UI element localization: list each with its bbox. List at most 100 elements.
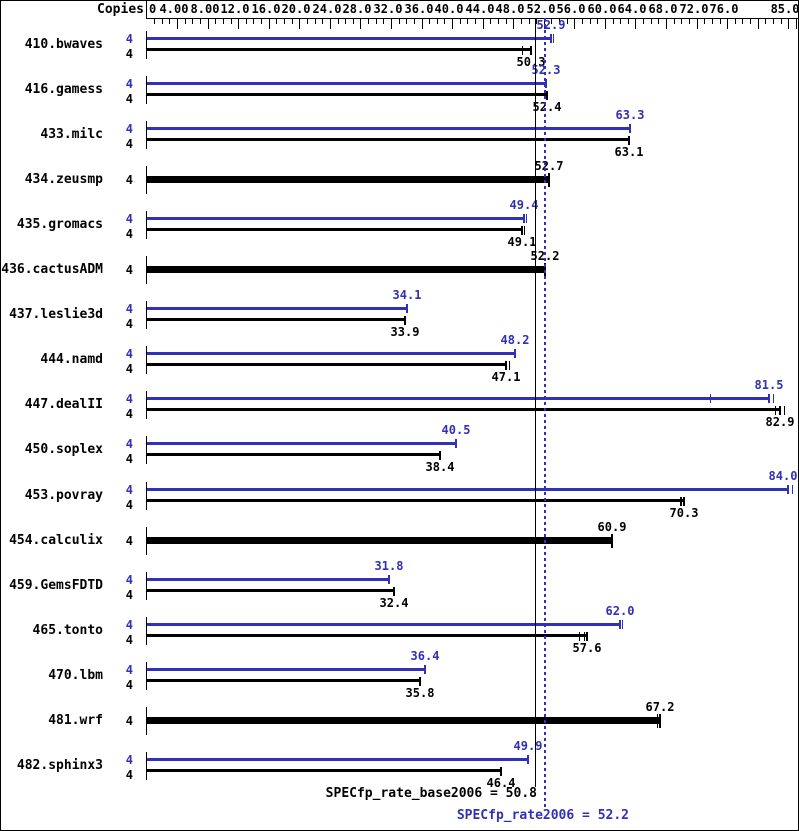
axis-tick [322, 19, 323, 24]
axis-tick [307, 19, 308, 24]
axis-tick [452, 19, 453, 29]
axis-tick [292, 19, 293, 24]
run-tick [527, 755, 529, 764]
run-tick [628, 136, 630, 145]
base-value-label: 67.2 [645, 700, 675, 714]
axis-tick [475, 19, 476, 24]
peak-value-label: 81.5 [754, 378, 784, 392]
copies-value: 4 [125, 32, 133, 46]
axis-tick [444, 19, 445, 24]
axis-tick [559, 19, 560, 24]
axis-tick [414, 19, 415, 24]
base-value-label: 82.9 [765, 415, 795, 429]
run-tick [586, 632, 588, 641]
axis-tick-label: 40.0 [434, 2, 464, 16]
run-tick [683, 497, 685, 506]
peak-bar [147, 758, 528, 761]
axis-tick-label: 48.0 [495, 2, 525, 16]
benchmark-label: 450.soplex [24, 442, 103, 457]
axis-tick [597, 19, 598, 24]
axis-tick [330, 19, 331, 29]
run-tick [439, 451, 441, 460]
row-axis-segment [146, 752, 147, 780]
peak-bar [147, 397, 769, 400]
base-value-label: 35.8 [405, 686, 435, 700]
axis-tick-label: 36.0 [404, 2, 434, 16]
axis-tick [208, 19, 209, 29]
axis-tick [200, 19, 201, 24]
axis-tick-label: 60.0 [587, 2, 617, 16]
axis-tick [269, 19, 270, 29]
copies-value: 4 [125, 573, 133, 587]
peak-value-label: 52.9 [536, 18, 566, 32]
base-bar [147, 769, 501, 772]
peak-value-label: 63.3 [615, 108, 645, 122]
base-value-label: 52.7 [534, 159, 564, 173]
axis-tick [406, 19, 407, 24]
run-tick [629, 124, 631, 133]
benchmark-label: 437.leslie3d [9, 307, 103, 322]
benchmark-label: 454.calculix [9, 533, 103, 548]
axis-tick [253, 19, 254, 24]
base-peak-bar [147, 537, 612, 544]
copies-column-header: Copies [97, 2, 144, 17]
run-tick [509, 361, 510, 370]
peak-value-label: 49.9 [513, 739, 543, 753]
axis-tick-label: 72.0 [679, 2, 709, 16]
axis-baseline [146, 18, 798, 19]
base-bar [147, 679, 420, 682]
row-axis-segment [146, 256, 147, 284]
peak-value-label: 40.5 [441, 423, 471, 437]
axis-tick [169, 19, 170, 24]
row-axis-segment [146, 121, 147, 149]
copies-value: 4 [125, 47, 133, 61]
copies-value: 4 [125, 768, 133, 782]
run-tick [773, 394, 774, 403]
run-tick [584, 632, 585, 641]
copies-value: 4 [125, 227, 133, 241]
axis-tick [681, 19, 682, 24]
run-tick [393, 587, 395, 596]
peak-bar [147, 668, 425, 671]
row-axis-segment [146, 301, 147, 329]
base-value-label: 52.4 [532, 100, 562, 114]
axis-tick [712, 19, 713, 24]
row-axis-segment [146, 391, 147, 419]
axis-tick [467, 19, 468, 24]
copies-value: 4 [125, 437, 133, 451]
axis-tick [529, 19, 530, 24]
peak-value-label: 36.4 [410, 649, 440, 663]
axis-tick [315, 19, 316, 24]
axis-tick [154, 19, 155, 24]
run-tick [792, 485, 793, 494]
copies-value: 4 [125, 678, 133, 692]
axis-tick-label: 56.0 [556, 2, 586, 16]
run-tick [550, 34, 552, 43]
base-value-label: 38.4 [425, 460, 455, 474]
base-bar [147, 138, 629, 141]
peak-bar [147, 352, 515, 355]
axis-tick [162, 19, 163, 24]
base-value-label: 63.1 [614, 145, 644, 159]
axis-tick [177, 19, 178, 29]
axis-tick [483, 19, 484, 29]
axis-tick [758, 19, 759, 29]
axis-tick [391, 19, 392, 29]
axis-tick-label: 4.00 [159, 2, 189, 16]
run-tick [710, 394, 711, 403]
axis-tick [506, 19, 507, 24]
axis-tick [697, 19, 698, 29]
peak-bar [147, 578, 389, 581]
run-tick [681, 497, 682, 506]
copies-value: 4 [125, 77, 133, 91]
axis-tick [666, 19, 667, 29]
row-axis-segment [146, 572, 147, 600]
axis-tick [551, 19, 552, 24]
axis-tick [521, 19, 522, 24]
axis-tick-label: 76.0 [709, 2, 739, 16]
axis-tick [651, 19, 652, 24]
base-bar [147, 363, 506, 366]
axis-tick-label: 68.0 [648, 2, 678, 16]
axis-tick-label: 44.0 [465, 2, 495, 16]
axis-tick [215, 19, 216, 24]
